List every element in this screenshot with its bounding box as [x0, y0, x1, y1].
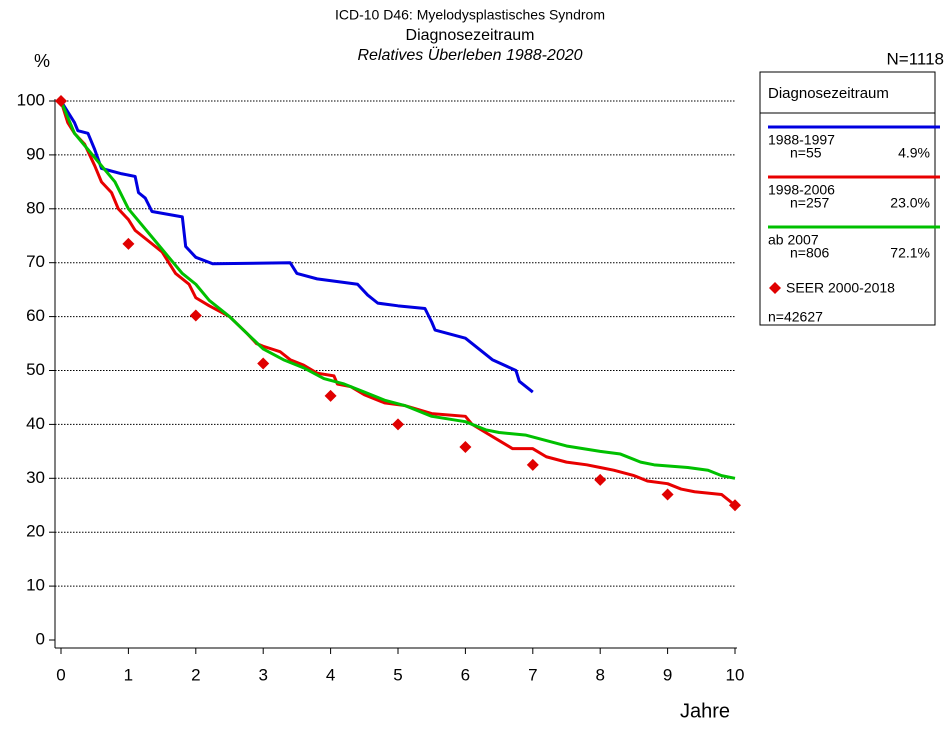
- x-tick-label: 7: [528, 665, 537, 684]
- seer-point: [257, 357, 270, 370]
- chart-caption: Relatives Überleben 1988-2020: [357, 46, 582, 64]
- legend-box: [759, 71, 936, 326]
- legend-swatch: [769, 282, 781, 294]
- x-tick-label: 5: [393, 665, 402, 684]
- legend-title: Diagnosezeitraum: [768, 85, 889, 102]
- survival-line: [59, 100, 736, 480]
- y-tick-label: 90: [26, 144, 45, 163]
- y-tick-label: 10: [26, 576, 45, 595]
- x-tick-label: 9: [663, 665, 672, 684]
- legend-count: n=55: [790, 145, 822, 161]
- legend-label: SEER 2000-2018: [786, 280, 895, 296]
- x-tick-label: 4: [326, 665, 335, 684]
- survival-line: [59, 100, 534, 394]
- legend-count: n=806: [790, 245, 830, 261]
- legend-count: n=257: [790, 195, 830, 211]
- y-tick-label: 100: [17, 90, 45, 109]
- y-tick-label: 70: [26, 252, 45, 271]
- seer-point: [729, 499, 741, 512]
- legend-label: 1998-2006: [768, 182, 835, 198]
- chart-title: ICD-10 D46: Myelodysplastisches Syndrom: [335, 7, 605, 23]
- seer-point: [392, 418, 404, 431]
- x-tick-label: 2: [191, 665, 200, 684]
- y-tick-label: 60: [26, 306, 45, 325]
- survival-line: [59, 100, 736, 507]
- x-tick-label: 0: [56, 665, 65, 684]
- y-tick-label: 20: [26, 522, 45, 541]
- seer-point: [661, 488, 674, 501]
- x-tick-label: 8: [595, 665, 604, 684]
- seer-point: [189, 309, 202, 322]
- y-tick-label: 40: [26, 414, 45, 433]
- x-axis-label: Jahre: [680, 700, 730, 722]
- legend-share: 23.0%: [890, 195, 930, 211]
- y-axis-label: %: [34, 51, 50, 71]
- x-tick-label: 6: [461, 665, 470, 684]
- seer-point: [594, 473, 607, 486]
- legend-label: ab 2007: [768, 232, 819, 248]
- legend-label: 1988-1997: [768, 132, 835, 148]
- seer-point: [324, 389, 337, 402]
- y-tick-label: 50: [26, 360, 45, 379]
- legend-count: n=42627: [768, 309, 823, 325]
- x-tick-label: 10: [726, 665, 745, 684]
- y-tick-label: 80: [26, 198, 45, 217]
- seer-point: [526, 458, 539, 471]
- total-label: N=1118: [887, 49, 945, 68]
- seer-point: [55, 95, 67, 107]
- chart-subtitle: Diagnosezeitraum: [406, 27, 535, 44]
- y-tick-label: 30: [26, 468, 45, 487]
- seer-point: [122, 237, 135, 250]
- legend-share: 4.9%: [898, 145, 930, 161]
- y-tick-label: 0: [36, 629, 45, 648]
- legend-share: 72.1%: [890, 245, 930, 261]
- seer-point: [459, 441, 472, 454]
- x-tick-label: 3: [258, 665, 267, 684]
- x-tick-label: 1: [124, 665, 133, 684]
